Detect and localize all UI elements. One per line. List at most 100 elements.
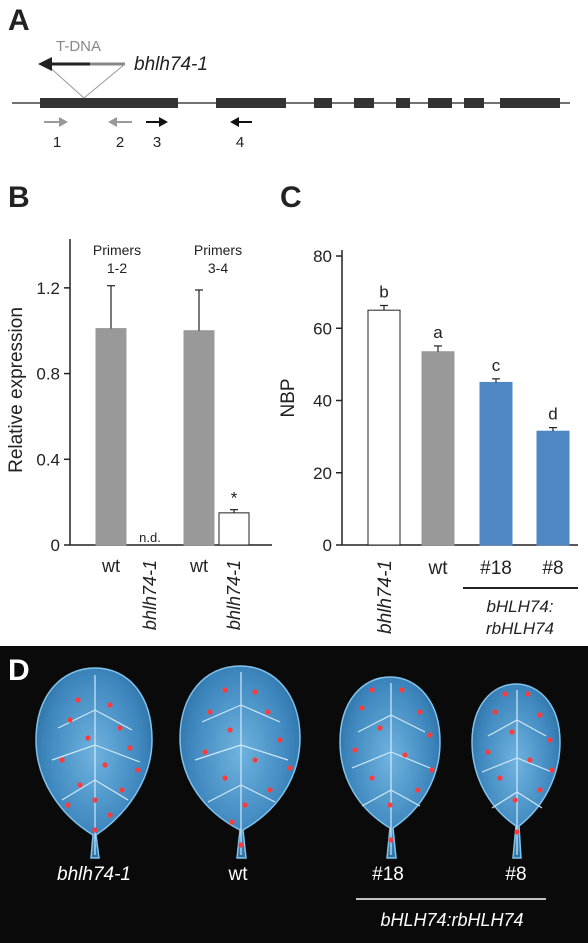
vein-branch-point [485,749,491,755]
c-y-tick-label: 60 [313,319,332,338]
primer-1-label: 1 [53,134,61,151]
tdna-arrow-icon [38,57,52,71]
vein-branch-point [277,737,283,743]
b-y-tick-label: 1.2 [36,279,60,298]
vein-branch-point [514,829,520,835]
panel-label-c: C [280,181,302,214]
panel-label-d: D [8,654,30,687]
c-y-tick-label: 80 [313,247,332,266]
c-bar [479,381,513,546]
panel-label-b: B [8,181,30,214]
vein-branch-point [502,691,508,697]
vein-branch-point [252,757,258,763]
vein-branch-point [492,709,498,715]
primer-4-arrow-icon [230,117,239,127]
primer-3-arrow-icon [159,117,168,127]
c-bar [536,430,570,546]
b-x-label: bhlh74-1 [140,560,160,630]
vein-branch-point [377,725,383,731]
vein-branch-point [77,782,83,788]
d-label-wt: wt [228,864,249,885]
d-label-8: #8 [505,864,526,885]
vein-branch-point [119,787,125,793]
vein-branch-point [387,802,393,808]
b-ylabel: Relative expression [6,307,27,473]
c-group-label-line1: bHLH74: [486,597,553,616]
b-x-label: wt [101,556,120,576]
tdna-label: T-DNA [56,38,101,55]
exon [464,98,484,108]
d-group-label: bHLH74:rbHLH74 [380,910,523,930]
vein-branch-point [107,702,113,708]
b-y-tick-label: 0.8 [36,365,60,384]
b-y-tick-label: 0.4 [36,450,60,469]
b-significance-mark: * [231,489,238,508]
primer-arrows: 1 2 3 4 [44,117,252,151]
vein-branch-point [207,709,213,715]
vein-branch-point [549,767,555,773]
vein-branch-point [417,709,423,715]
vein-branch-point [427,732,433,738]
b-group-range: 3-4 [208,260,228,276]
vein-branch-point [537,787,543,793]
vein-branch-point [222,775,228,781]
b-nd-label: n.d. [139,530,161,545]
c-group-label-line2: rbHLH74 [486,619,554,638]
c-significance-letter: a [433,323,443,342]
vein-branch-point [227,727,233,733]
exon [354,98,374,108]
exon [40,98,178,108]
b-x-label: bhlh74-1 [224,560,244,630]
exon [314,98,332,108]
vein-branch-point [127,745,133,751]
vein-branch-point [222,687,228,693]
exon [216,98,286,108]
c-bar [367,309,401,546]
vein-branch-point [287,765,293,771]
vein-branch-point [399,687,405,693]
vein-branch-point [509,729,515,735]
d-label-bhlh74-1: bhlh74-1 [57,864,131,885]
primer-3-label: 3 [153,134,161,151]
c-ylabel: NBP [278,378,299,417]
c-significance-letter: b [379,282,388,301]
b-group-range: 1-2 [107,260,127,276]
tdna-insert-line [45,63,85,99]
vein-branch-point [135,767,141,773]
vein-branch-point [388,837,394,843]
vein-branch-point [359,705,365,711]
c-x-label: bhlh74-1 [375,560,396,634]
vein-branch-point [512,797,518,803]
leaf-image-8 [471,683,561,859]
primer-1-arrow-icon [59,117,68,127]
vein-branch-point [267,787,273,793]
vein-branch-point [238,842,244,848]
c-x-label: #18 [480,558,512,579]
vein-branch-point [352,747,358,753]
vein-branch-point [202,749,208,755]
allele-label: bhlh74-1 [134,54,208,75]
c-y-tick-label: 0 [323,536,332,555]
vein-branch-point [252,689,258,695]
vein-branch-point [92,827,98,833]
b-bar [95,328,127,546]
b-group-title: Primers [93,242,141,258]
tdna-insertion: T-DNA bhlh74-1 [38,38,208,99]
exon [428,98,452,108]
chart-b: Relative expression Primers 1-2 Primers … [6,239,272,630]
vein-branch-point [547,737,553,743]
primer-4-label: 4 [236,134,244,151]
b-bar [183,330,215,546]
c-y-tick-label: 40 [313,392,332,411]
vein-branch-point [429,767,435,773]
vein-branch-point [415,787,421,793]
vein-branch-point [537,712,543,718]
vein-branch-point [229,819,235,825]
vein-branch-point [527,757,533,763]
vein-branch-point [525,691,531,697]
c-bar [421,351,455,546]
leaf-images [35,665,561,859]
vein-branch-point [67,717,73,723]
vein-branch-point [75,697,81,703]
